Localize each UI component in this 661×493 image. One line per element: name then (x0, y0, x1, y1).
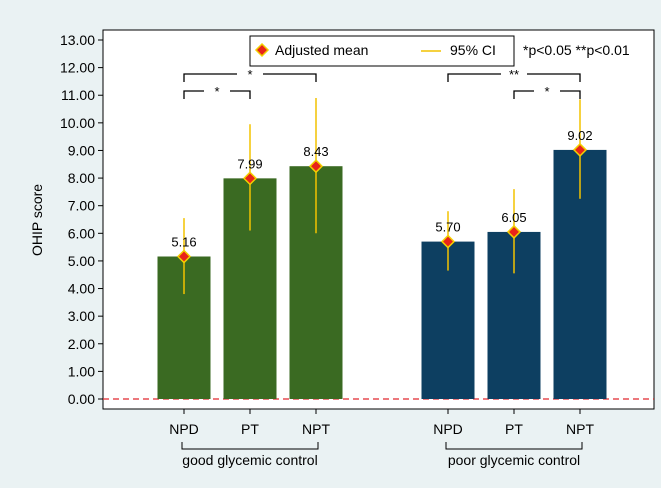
legend-diamond-icon (254, 42, 270, 58)
mean-marker (572, 142, 588, 157)
data-label: 7.99 (237, 156, 262, 171)
significance-label: * (247, 67, 252, 82)
legend-box (249, 35, 515, 67)
data-label: 6.05 (501, 210, 526, 225)
x-tick-label: NPD (433, 421, 463, 437)
mean-marker (308, 159, 324, 174)
significance-bracket-group: ***** (183, 67, 581, 99)
mean-marker (242, 171, 258, 186)
data-label: 8.43 (303, 144, 328, 159)
y-tick-label: 2.00 (68, 336, 95, 352)
y-tick-label: 4.00 (68, 281, 95, 297)
y-tick-label: 12.00 (60, 60, 95, 76)
mean-marker-group (176, 142, 588, 264)
significance-bracket (527, 73, 581, 82)
group-label: poor glycemic control (448, 452, 580, 468)
x-tick-label: NPT (302, 421, 330, 437)
data-label: 9.02 (567, 128, 592, 143)
significance-bracket (447, 73, 501, 82)
y-tick-label: 11.00 (61, 87, 95, 103)
legend-label-ci: 95% CI (450, 42, 496, 58)
significance-bracket (183, 73, 237, 82)
y-tick-label: 0.00 (68, 391, 95, 407)
significance-bracket (183, 90, 204, 99)
group-bracket (445, 442, 583, 450)
y-axis-title: OHIP score (29, 184, 45, 256)
significance-label: * (214, 84, 219, 99)
y-tick-label: 3.00 (68, 308, 95, 324)
x-tick-label: PT (505, 421, 523, 437)
data-label-group: 5.16 7.99 8.43 5.70 6.05 9.02 (171, 128, 592, 250)
group-label: good glycemic control (182, 452, 317, 468)
mean-marker (440, 234, 456, 249)
x-tick-label: NPT (566, 421, 594, 437)
significance-note: *p<0.05 **p<0.01 (523, 42, 630, 58)
significance-bracket (513, 90, 534, 99)
mean-marker (506, 224, 522, 239)
y-tick-label: 13.00 (60, 32, 95, 48)
legend-label-adjusted-mean: Adjusted mean (275, 42, 368, 58)
mean-marker (176, 249, 192, 264)
data-label: 5.16 (171, 235, 196, 250)
y-tick-label: 7.00 (68, 198, 95, 214)
group-bracket (181, 442, 319, 450)
y-tick-label: 5.00 (68, 253, 95, 269)
y-tick-label: 10.00 (60, 115, 95, 131)
significance-bracket (560, 90, 581, 99)
significance-bracket (230, 90, 251, 99)
y-tick-label: 8.00 (68, 170, 95, 186)
x-tick-label: PT (241, 421, 259, 437)
significance-bracket (263, 73, 317, 82)
x-tick-label: NPD (169, 421, 199, 437)
legend: Adjusted mean 95% CI (249, 35, 515, 67)
y-tick-label: 1.00 (68, 363, 95, 379)
x-axis: NPD PT NPT good glycemic control NPD PT NPT poo… (169, 409, 594, 468)
y-tick-label: 9.00 (68, 142, 95, 158)
y-tick-label: 6.00 (68, 225, 95, 241)
data-label: 5.70 (435, 220, 460, 235)
significance-label: ** (509, 67, 519, 82)
significance-label: * (544, 84, 549, 99)
